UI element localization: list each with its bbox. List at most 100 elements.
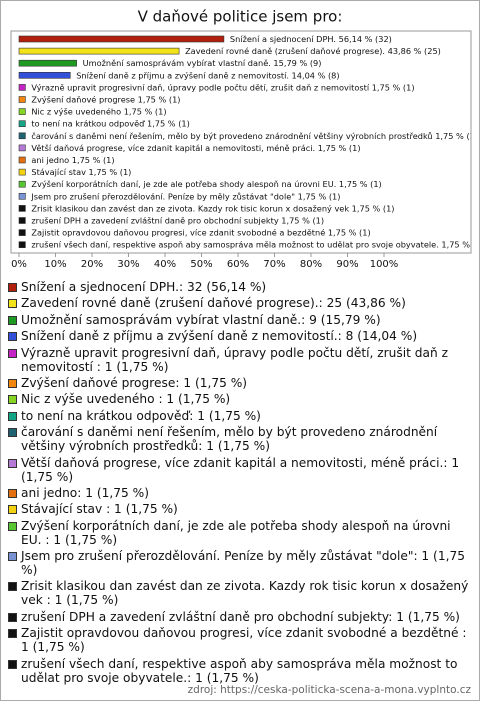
legend-item: Nic z výše uvedeného : 1 (1,75 %) [7,392,473,406]
bar [18,193,26,200]
plot-frame [10,30,472,254]
legend-item: Snížení a sjednocení DPH.: 32 (56,14 %) [7,280,473,294]
legend-swatch [8,629,17,639]
bar-label: Zrisit klasikou dan zavést dan ze zivota… [31,203,394,213]
legend-swatch [8,505,17,515]
legend-swatch [8,659,17,669]
legend-item: čarování s daněmi není řešením, mělo by … [7,425,473,453]
bar-label: Zajistit opravdovou daňovou progresi, ví… [31,228,370,238]
bar-label: Jsem pro zrušení přerozdělování. Peníze … [30,191,340,201]
bar [18,168,26,176]
legend-item: Snížení daně z příjmu a zvýšení daně z n… [7,329,473,343]
x-tick-label: 10% [44,259,66,270]
legend-label: Výrazně upravit progresivní daň, úpravy … [21,345,448,374]
x-tick-label: 50% [190,259,212,270]
legend-item: Zrisit klasikou dan zavést dan ze zivota… [7,579,473,607]
bar [18,72,71,79]
legend-label: Zavedení rovné daně (zrušení daňové prog… [21,296,406,311]
legend-swatch [8,348,17,358]
bar [18,84,26,91]
bar [18,59,77,67]
legend-swatch [8,428,17,438]
x-tick-label: 20% [81,259,103,270]
bar-label: Snížení a sjednocení DPH. 56,14 % (32) [230,34,392,44]
bar-label: Nic z výše uvedeného 1,75 % (1) [31,107,166,117]
x-tick-label: 40% [154,259,176,270]
legend-item: Stávající stav : 1 (1,75 %) [7,502,473,516]
legend-item: Umožnění samosprávám vybírat vlastní dan… [7,313,473,327]
legend-item: Zajistit opravdovou daňovou progresi, ví… [7,626,473,654]
legend-swatch [8,582,17,592]
legend-label: čarování s daněmi není řešením, mělo by … [21,425,438,454]
legend-swatch [8,283,17,292]
bar-label: Snížení daně z příjmu a zvýšení daně z n… [76,70,339,80]
x-tick-label: 80% [300,259,322,270]
bar [18,132,26,140]
legend-swatch [8,395,17,405]
legend: Snížení a sjednocení DPH.: 32 (56,14 %) Z… [7,280,473,687]
bar [18,156,26,164]
legend-item: Zavedení rovné daně (zrušení daňové prog… [7,296,473,310]
legend-label: Umožnění samosprávám vybírat vlastní dan… [21,312,381,327]
x-tick-label: 100% [370,259,399,270]
bar [18,229,26,236]
legend-label: Zvýšení daňové progrese: 1 (1,75 %) [21,375,248,390]
legend-label: Jsem pro zrušení přerozdělování. Peníze … [21,549,465,578]
legend-label: Větší daňová progrese, více zdanit kapit… [21,455,460,484]
legend-item: Větší daňová progrese, více zdanit kapit… [7,456,473,484]
x-tick-label: 90% [336,259,358,270]
bar-label: Umožnění samosprávám vybírat vlastní dan… [83,58,322,68]
bar-label: Zvýšení daňové progrese 1,75 % (1) [31,95,180,105]
legend-swatch [8,552,17,562]
legend-label: to není na krátkou odpověď: 1 (1,75 %) [21,408,261,423]
legend-label: zrušení DPH a zavedení zvláštní daně pro… [21,609,460,624]
legend-label: Zvýšení korporátních daní, je zde ale po… [21,518,451,547]
bar-label: Zvýšení korporátních daní, je zde ale po… [31,179,381,189]
bar [18,217,26,224]
bar [18,144,26,152]
chart-title: V daňové politice jsem pro: [138,8,343,26]
legend-item: zrušení všech daní, respektive aspoň aby… [7,657,473,685]
x-tick-label: 0% [11,259,27,270]
bar [18,180,26,188]
legend-swatch [8,521,17,531]
legend-label: Stávající stav : 1 (1,75 %) [21,502,178,517]
legend-label: Snížení daně z příjmu a zvýšení daně z n… [21,329,418,344]
bar-label: čarování s daněmi není řešením, mělo by … [31,131,478,141]
legend-item: zrušení DPH a zavedení zvláštní daně pro… [7,610,473,624]
bar-label: zrušení DPH a zavedení zvláštní daně pro… [31,216,324,226]
legend-swatch [8,411,17,421]
bar [18,241,26,248]
chart: V daňové politice jsem pro: 0% 10% 20% 30% 4… [10,8,478,270]
legend-item: ani jedno: 1 (1,75 %) [7,486,473,500]
bar-label: to není na krátkou odpověď 1,75 % (1) [31,119,189,129]
source: zdroj: https://ceska-politicka-scena-a-m… [187,684,471,696]
bar [18,35,225,43]
x-tick-label: 70% [263,259,285,270]
bar-label: Výrazně upravit progresivní daň, úpravy … [31,82,414,92]
legend-swatch [8,612,17,622]
legend-label: Snížení a sjednocení DPH.: 32 (56,14 %) [21,280,267,294]
legend-label: Zrisit klasikou dan zavést dan ze zivota… [21,579,469,608]
legend-item: Zvýšení korporátních daní, je zde ale po… [7,519,473,547]
bar [18,120,26,127]
legend-label: ani jedno: 1 (1,75 %) [21,485,149,500]
legend-swatch [8,378,17,388]
legend-item: Výrazně upravit progresivní daň, úpravy … [7,346,473,374]
legend-item: Zvýšení daňové progrese: 1 (1,75 %) [7,376,473,390]
legend-item: Jsem pro zrušení přerozdělování. Peníze … [7,549,473,577]
bar [18,47,180,55]
legend-swatch [8,299,17,309]
bar [18,96,26,103]
x-tick-label: 60% [227,259,249,270]
legend-label: Nic z výše uvedeného : 1 (1,75 %) [21,392,231,407]
bar-label: Zavedení rovné daně (zrušení daňové prog… [185,46,441,56]
bar-label: Stávající stav 1,75 % (1) [31,167,131,177]
legend-item: to není na krátkou odpověď: 1 (1,75 %) [7,409,473,423]
legend-label: zrušení všech daní, respektive aspoň aby… [21,656,458,685]
bar-label: ani jedno 1,75 % (1) [31,155,114,165]
x-tick-label: 30% [117,259,139,270]
bar-label: Větší daňová progrese, více zdanit kapit… [31,143,360,153]
legend-swatch [8,458,17,468]
